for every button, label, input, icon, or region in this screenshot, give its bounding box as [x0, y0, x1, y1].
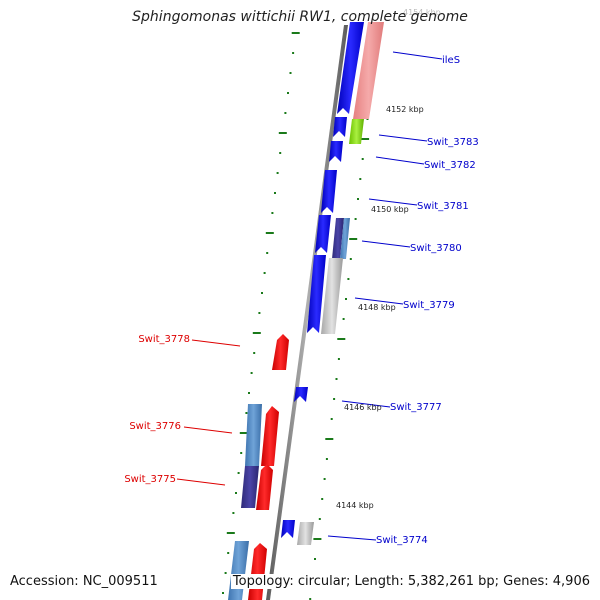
scale-tick [252, 332, 261, 334]
scale-tick [258, 312, 261, 314]
scale-tick [325, 438, 334, 440]
scale-tick [274, 192, 276, 194]
scale-tick [335, 378, 338, 380]
scale-tick [291, 32, 300, 34]
scale-label-4154: 4154 kbp [403, 8, 441, 17]
scale-tick [313, 538, 322, 540]
scale-tick [226, 532, 235, 534]
scale-tick [347, 278, 350, 280]
label-swit-3782[interactable]: Swit_3782 [424, 160, 476, 171]
gene-swit-3782[interactable] [329, 141, 343, 162]
scale-tick [337, 338, 346, 340]
gene-swit-3783[interactable] [333, 117, 364, 144]
gene-swit-3777[interactable] [294, 387, 308, 402]
gene-swit-3780[interactable] [315, 215, 350, 259]
scale-tick [278, 132, 287, 134]
scale-tick [232, 512, 235, 514]
scale-tick [361, 158, 364, 160]
scale-tick [237, 472, 240, 474]
scale-tick [333, 398, 336, 400]
label-swit-3777[interactable]: Swit_3777 [390, 402, 442, 413]
scale-labels: 4154 kbp 4152 kbp 4150 kbp 4148 kbp 4146… [336, 8, 441, 510]
map-title: Sphingomonas wittichii RW1, complete gen… [132, 9, 468, 25]
scale-tick [349, 258, 352, 260]
gene-lower-partial[interactable] [228, 541, 267, 600]
scale-tick [349, 238, 358, 240]
gene-swit-3779[interactable] [307, 255, 343, 334]
scale-tick [354, 218, 357, 220]
scale-tick [227, 552, 230, 554]
gene-swit-3778[interactable] [272, 334, 289, 370]
gene-labels: ileS Swit_3783 Swit_3782 Swit_3781 Swit_… [124, 55, 478, 546]
scale-tick [342, 318, 345, 320]
scale-tick [224, 572, 227, 574]
label-swit-3775[interactable]: Swit_3775 [124, 474, 176, 485]
gene-swit-3781[interactable] [321, 170, 337, 213]
gene-swit-3776[interactable] [245, 404, 279, 466]
scale-tick [321, 498, 324, 500]
label-ileS[interactable]: ileS [442, 55, 460, 66]
scale-label-4148: 4148 kbp [358, 303, 396, 312]
label-swit-3776[interactable]: Swit_3776 [129, 421, 181, 432]
accession-label: Accession: NC_009511 [8, 574, 160, 589]
gene-label-leaders [176, 51, 443, 541]
scale-tick [318, 518, 321, 520]
scale-tick [245, 412, 248, 414]
scale-tick [253, 352, 256, 354]
scale-tick [359, 178, 362, 180]
genome-backbone [266, 25, 348, 600]
scale-tick [309, 598, 312, 600]
scale-tick [235, 492, 237, 494]
scale-tick [271, 212, 274, 214]
label-swit-3781[interactable]: Swit_3781 [417, 201, 469, 212]
scale-tick [240, 452, 243, 454]
scale-label-4146: 4146 kbp [344, 403, 382, 412]
scale-tick [287, 92, 289, 94]
scale-tick [337, 358, 340, 360]
scale-tick [239, 432, 248, 434]
scale-tick [266, 252, 269, 254]
scale-tick [323, 478, 326, 480]
scale-label-4144: 4144 kbp [336, 501, 374, 510]
scale-tick [261, 292, 263, 294]
label-swit-3783[interactable]: Swit_3783 [427, 137, 479, 148]
scale-tick [330, 418, 333, 420]
gene-swit-3775[interactable] [241, 464, 273, 510]
scale-tick [248, 392, 250, 394]
scale-tick [325, 458, 328, 460]
scale-tick [276, 172, 279, 174]
scale-tick [250, 372, 253, 374]
scale-tick [345, 298, 347, 300]
scale-tick [284, 112, 287, 114]
scale-tick [289, 72, 292, 74]
scale-tick [357, 198, 359, 200]
label-swit-3779[interactable]: Swit_3779 [403, 300, 455, 311]
gene-ileS[interactable] [337, 22, 384, 119]
topology-summary: Topology: circular; Length: 5,382,261 bp… [230, 574, 592, 589]
gene-swit-3774[interactable] [281, 520, 314, 545]
scale-tick [314, 558, 316, 560]
label-swit-3774[interactable]: Swit_3774 [376, 535, 428, 546]
scale-label-4152: 4152 kbp [386, 105, 424, 114]
scale-tick [265, 232, 274, 234]
scale-tick [361, 138, 370, 140]
scale-tick [292, 52, 295, 54]
scale-label-4150: 4150 kbp [371, 205, 409, 214]
scale-tick [263, 272, 266, 274]
label-swit-3778[interactable]: Swit_3778 [138, 334, 190, 345]
label-swit-3780[interactable]: Swit_3780 [410, 243, 462, 254]
scale-tick [222, 592, 224, 594]
scale-tick [279, 152, 282, 154]
